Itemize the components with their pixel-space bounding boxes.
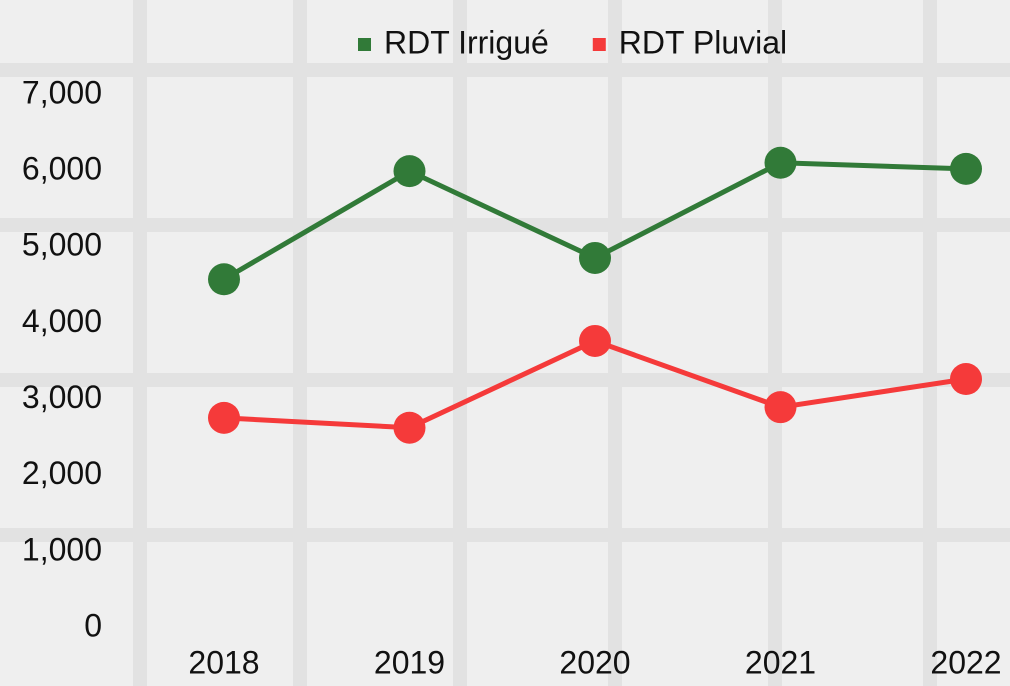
data-point xyxy=(208,401,240,434)
legend-label: RDT Irrigué xyxy=(384,24,549,60)
y-tick-label: 1,000 xyxy=(22,531,102,567)
data-point xyxy=(579,324,611,357)
x-tick-label: 2022 xyxy=(930,644,1001,680)
data-point xyxy=(950,363,982,396)
data-point xyxy=(764,391,797,424)
legend-swatch xyxy=(592,38,606,51)
x-tick-label: 2019 xyxy=(374,644,445,680)
y-tick-label: 0 xyxy=(84,607,102,643)
y-tick-label: 2,000 xyxy=(22,455,102,491)
data-point xyxy=(393,411,426,444)
y-tick-label: 4,000 xyxy=(22,303,102,339)
data-point xyxy=(764,146,797,179)
legend-label: RDT Pluvial xyxy=(619,24,787,60)
data-point xyxy=(579,241,611,274)
x-tick-label: 2020 xyxy=(559,644,630,680)
legend-swatch xyxy=(358,38,371,51)
data-point xyxy=(208,263,240,296)
y-tick-label: 6,000 xyxy=(22,151,102,187)
data-point xyxy=(393,155,426,188)
y-tick-label: 3,000 xyxy=(22,379,102,415)
data-point xyxy=(950,152,982,185)
y-tick-label: 5,000 xyxy=(22,227,102,263)
y-tick-label: 7,000 xyxy=(22,74,102,110)
x-tick-label: 2021 xyxy=(745,644,816,680)
x-tick-label: 2018 xyxy=(188,644,259,680)
